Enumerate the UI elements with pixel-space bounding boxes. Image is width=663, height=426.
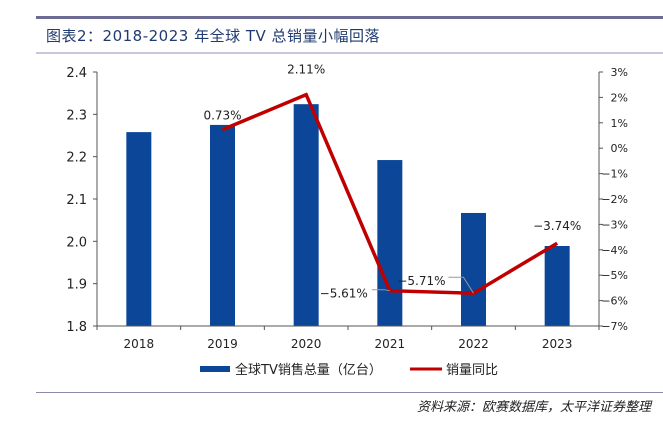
x-tick-label: 2023 [542,337,573,351]
figure-title: 图表2：2018-2023 年全球 TV 总销量小幅回落 [46,27,381,45]
legend-label: 全球TV销售总量（亿台） [235,362,382,378]
source-note: 资料来源：欧赛数据库，太平洋证券整理 [416,400,651,415]
bar [293,104,319,326]
right-tick-label: −1% [601,168,628,181]
right-tick-label: −5% [601,269,628,282]
x-tick-label: 2019 [207,337,238,351]
right-tick-label: −6% [601,295,628,308]
left-tick-label: 1.9 [66,278,87,293]
bar [126,132,152,326]
right-tick-label: 0% [611,142,628,155]
left-tick-label: 2.4 [66,66,87,81]
bar [461,212,486,326]
left-tick-label: 2.0 [66,235,87,250]
right-tick-label: 3% [611,66,628,79]
leader-line [371,289,390,292]
right-tick-label: 2% [611,91,628,104]
left-tick-label: 1.8 [66,320,87,335]
right-tick-label: −2% [601,193,628,206]
x-tick-label: 2020 [291,337,322,351]
right-tick-label: −7% [601,320,628,333]
right-tick-label: 1% [611,117,628,130]
left-tick-label: 2.3 [66,108,87,123]
data-label: 2.11% [287,63,325,77]
bar [210,124,235,327]
left-tick-label: 2.2 [66,151,87,166]
data-label: −3.74% [533,219,581,233]
leader-line [448,276,474,294]
right-tick-label: −3% [601,218,628,231]
bar [377,160,403,326]
legend-bar-swatch [200,366,230,372]
left-tick-label: 2.1 [66,193,87,208]
data-label: −5.71% [397,274,445,288]
bottom-rule [36,392,663,393]
bar [544,245,570,326]
data-label: −5.61% [320,287,368,301]
top-rule [36,16,663,19]
legend-label: 销量同比 [446,363,498,378]
data-label: 0.73% [203,109,241,123]
x-tick-label: 2022 [458,337,489,351]
x-tick-label: 2021 [375,337,406,351]
right-tick-label: −4% [601,244,628,257]
title-rule [36,52,663,54]
x-tick-label: 2018 [124,337,155,351]
